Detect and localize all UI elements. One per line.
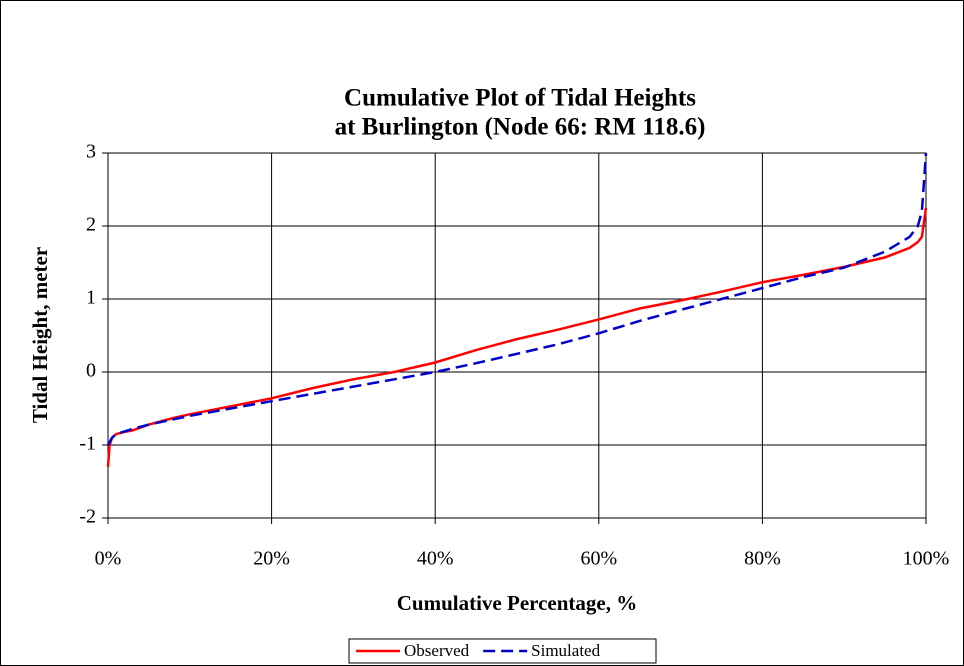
x-axis-label: Cumulative Percentage, %: [397, 591, 637, 615]
x-tick-label: 0%: [95, 548, 122, 570]
y-tick-label: 3: [86, 141, 96, 163]
x-tick-label: 100%: [903, 548, 950, 570]
x-tick-label: 80%: [744, 548, 781, 570]
legend-label: Observed: [404, 641, 470, 660]
data-line: [106, 152, 928, 446]
y-tick-label: 2: [86, 214, 96, 236]
y-tick-label: -2: [79, 506, 96, 528]
chart-subtitle: at Burlington (Node 66: RM 118.6): [335, 114, 706, 141]
y-axis-label: Tidal Height, meter: [28, 247, 52, 423]
plot-border: [107, 152, 927, 519]
x-tick-label: 40%: [417, 548, 454, 570]
legend-label: Simulated: [531, 641, 600, 660]
x-tick-label: 60%: [580, 548, 617, 570]
data-line: [106, 207, 928, 467]
y-tick-label: -1: [79, 433, 96, 455]
y-tick-label: 1: [86, 287, 96, 309]
y-tick-label: 0: [86, 360, 96, 382]
x-tick-label: 20%: [253, 548, 290, 570]
chart-title: Cumulative Plot of Tidal Heights: [344, 85, 696, 112]
